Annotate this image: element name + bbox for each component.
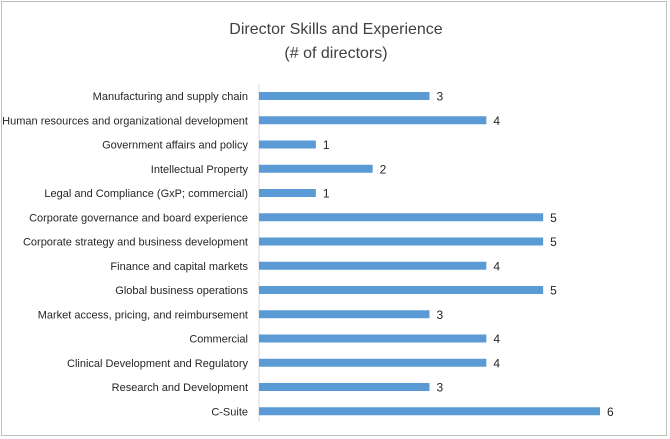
data-label: 5 (550, 211, 557, 225)
bar (259, 165, 373, 173)
bar (259, 335, 486, 343)
bar (259, 407, 600, 415)
data-label: 1 (323, 187, 330, 201)
category-label: Global business operations (115, 285, 248, 297)
category-label: Market access, pricing, and reimbursemen… (38, 309, 248, 321)
category-label: Research and Development (112, 382, 248, 394)
data-label: 4 (493, 114, 500, 128)
category-label: Manufacturing and supply chain (93, 91, 248, 103)
bar (259, 213, 543, 221)
bar (259, 359, 486, 367)
data-label: 3 (437, 381, 444, 395)
data-label: 2 (380, 162, 387, 176)
bar (259, 286, 543, 294)
category-label: Clinical Development and Regulatory (67, 358, 248, 370)
data-label: 4 (493, 356, 500, 370)
category-label: Corporate strategy and business developm… (23, 237, 248, 249)
data-label: 4 (493, 332, 500, 346)
category-label: Finance and capital markets (110, 261, 248, 273)
bars-group: Manufacturing and supply chain 3 Human res… (2, 90, 614, 419)
data-label: 6 (607, 405, 614, 419)
data-label: 1 (323, 138, 330, 152)
data-label: 3 (437, 90, 444, 104)
data-label: 5 (550, 235, 557, 249)
bar (259, 383, 430, 391)
bar (259, 238, 543, 246)
category-label: Government affairs and policy (102, 140, 248, 152)
bar (259, 141, 316, 149)
category-label: Legal and Compliance (GxP; commercial) (44, 188, 248, 200)
data-label: 4 (493, 259, 500, 273)
bar (259, 92, 430, 100)
bar (259, 262, 486, 270)
bar (259, 310, 430, 318)
category-label: Commercial (189, 334, 248, 346)
category-label: C-Suite (211, 406, 248, 418)
chart-subtitle: (# of directors) (284, 45, 387, 62)
data-label: 5 (550, 284, 557, 298)
bar (259, 189, 316, 197)
category-label: Corporate governance and board experienc… (29, 212, 248, 224)
bar (259, 116, 486, 124)
category-label: Intellectual Property (151, 164, 249, 176)
chart-title: Director Skills and Experience (229, 21, 443, 38)
category-label: Human resources and organizational devel… (2, 115, 248, 127)
data-label: 3 (437, 308, 444, 322)
